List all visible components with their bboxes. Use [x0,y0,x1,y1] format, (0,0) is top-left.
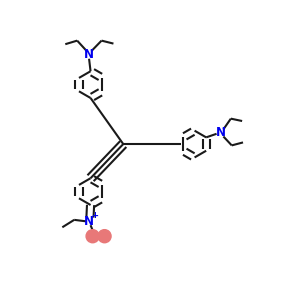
Text: N: N [215,126,225,140]
Text: N: N [84,215,94,228]
Circle shape [86,230,99,243]
Text: N: N [84,48,94,62]
Text: +: + [91,212,98,220]
Circle shape [98,230,111,243]
